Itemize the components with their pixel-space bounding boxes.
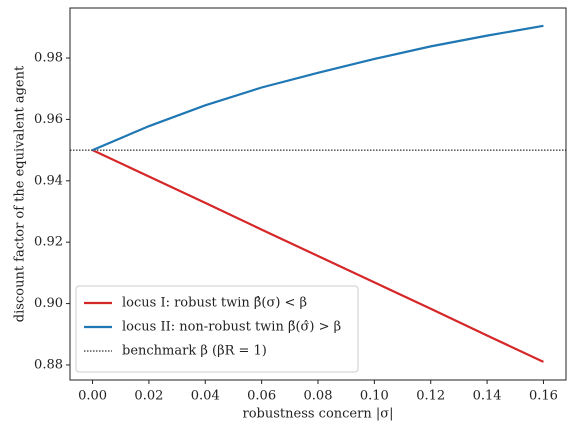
x-axis-label: robustness concern |σ| <box>243 407 394 422</box>
legend-label: benchmark β (βR = 1) <box>122 344 267 359</box>
x-tick-label: 0.04 <box>191 389 220 404</box>
x-tick-label: 0.10 <box>360 389 389 404</box>
legend-box <box>75 285 359 373</box>
x-tick-label: 0.06 <box>247 389 276 404</box>
y-tick-label: 0.96 <box>34 112 63 127</box>
x-tick-label: 0.12 <box>416 389 445 404</box>
x-tick-label: 0.14 <box>473 389 502 404</box>
y-tick-label: 0.98 <box>34 51 63 66</box>
x-tick-label: 0.16 <box>529 389 558 404</box>
x-tick-label: 0.08 <box>304 389 333 404</box>
x-tick-label: 0.02 <box>134 389 163 404</box>
y-tick-label: 0.92 <box>34 235 63 250</box>
legend-label: locus II: non-robust twin β̃(σ̂) > β <box>122 320 341 335</box>
y-axis-label: discount factor of the equivalent agent <box>13 65 28 322</box>
x-tick-label: 0.00 <box>78 389 107 404</box>
y-tick-label: 0.94 <box>34 173 63 188</box>
series-line <box>92 24 544 152</box>
series-line <box>92 149 544 363</box>
legend-label: locus I: robust twin β̂(σ) < β <box>122 296 307 311</box>
y-tick-label: 0.90 <box>34 296 63 311</box>
y-tick-label: 0.88 <box>34 357 63 372</box>
